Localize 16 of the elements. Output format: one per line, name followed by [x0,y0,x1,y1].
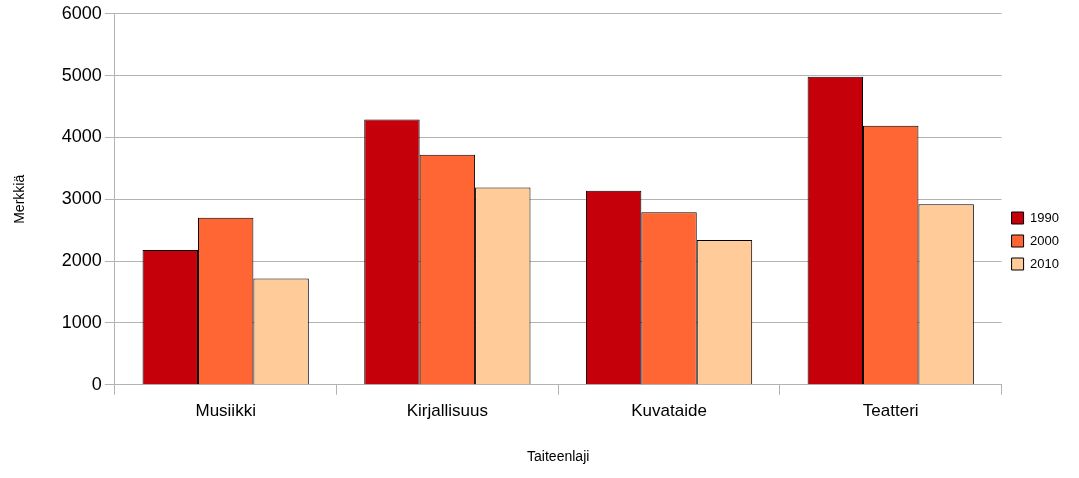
y-axis-title: Merkkiä [11,174,28,224]
x-tick-label: Teatteri [862,400,919,420]
y-tick-label: 2000 [61,250,102,271]
y-tick-label: 3000 [61,188,102,209]
x-tick-label: Kirjallisuus [406,400,488,420]
y-tick-label: 5000 [61,64,102,85]
y-tick-label: 0 [91,373,102,394]
y-tick-label: 6000 [61,2,102,23]
legend-label: 1990 [1030,209,1059,225]
legend-label: 2010 [1030,255,1059,271]
x-tick-label: Kuvataide [631,400,707,420]
x-tick-label: Musiikki [195,400,256,420]
y-tick-label: 4000 [61,126,102,147]
x-axis-title: Taiteenlaji [527,448,590,465]
legend-label: 2000 [1030,232,1059,248]
y-tick-label: 1000 [61,311,102,332]
